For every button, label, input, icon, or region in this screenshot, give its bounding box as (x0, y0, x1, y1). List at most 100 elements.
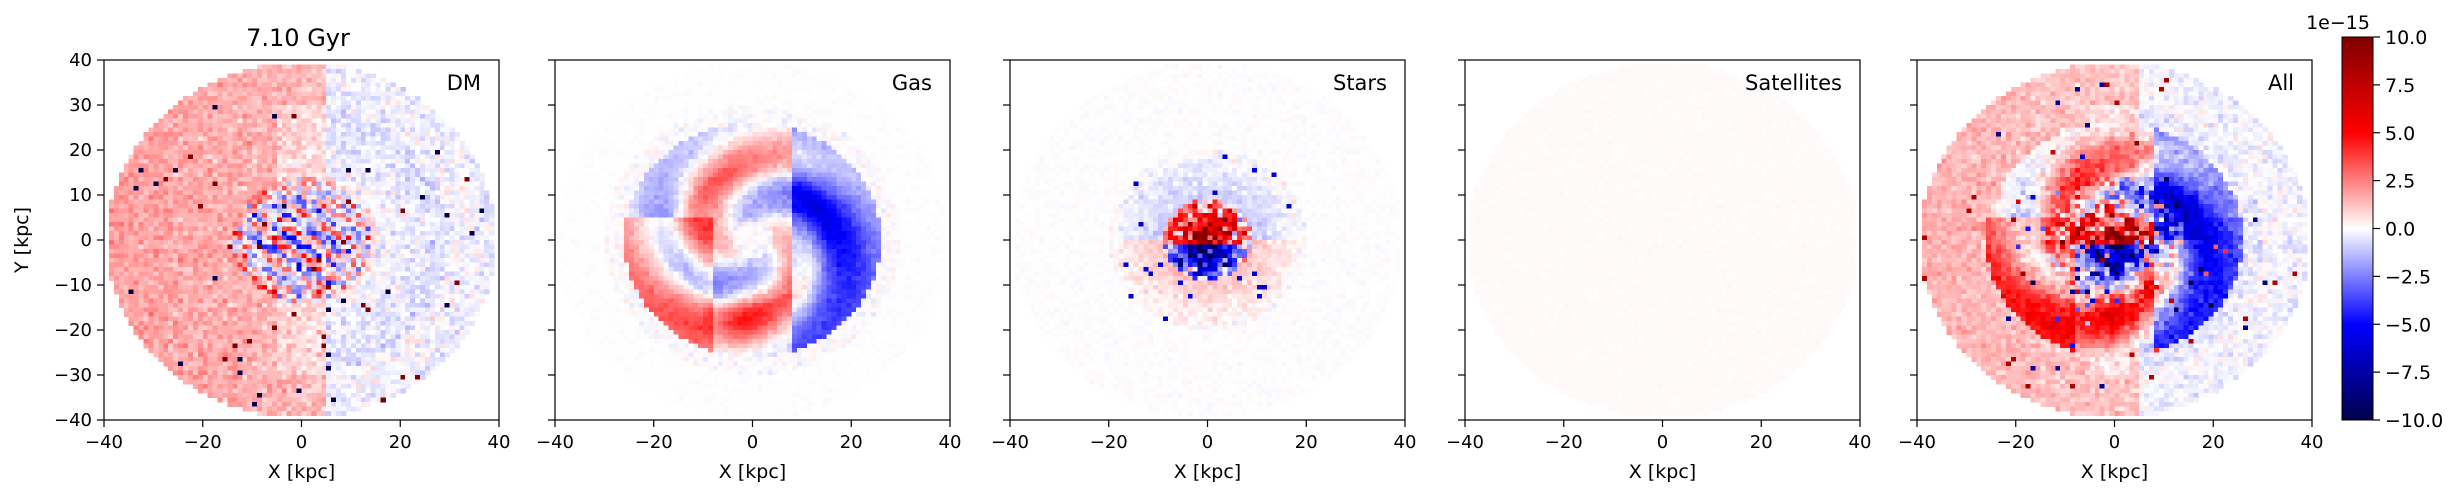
heatmap-cell (252, 173, 258, 178)
heatmap-cell (376, 303, 382, 308)
heatmap-cell (331, 155, 337, 160)
heatmap-cell (272, 353, 278, 358)
heatmap-cell (400, 182, 406, 187)
heatmap-cell (326, 83, 332, 88)
heatmap-cell (430, 209, 436, 214)
heatmap-cell (247, 380, 253, 385)
heatmap-cell (371, 348, 377, 353)
heatmap-cell (450, 299, 456, 304)
heatmap-cell (381, 236, 387, 241)
heatmap-cell (237, 101, 243, 106)
heatmap-cell (311, 227, 317, 232)
heatmap-cell (390, 146, 396, 151)
heatmap-cell (262, 402, 268, 407)
heatmap-cell (213, 254, 219, 259)
heatmap-cell (178, 339, 184, 344)
heatmap-cell (698, 74, 704, 79)
heatmap-cell (144, 335, 150, 340)
heatmap-cell (450, 290, 456, 295)
heatmap-cell (282, 263, 288, 268)
heatmap-cell (237, 380, 243, 385)
heatmap-cell (213, 285, 219, 290)
heatmap-cell (371, 87, 377, 92)
heatmap-cell (381, 267, 387, 272)
heatmap-cell (469, 200, 475, 205)
heatmap-cell (405, 155, 411, 160)
heatmap-cell (148, 339, 154, 344)
heatmap-cell (139, 263, 145, 268)
heatmap-cell (292, 146, 298, 151)
heatmap-cell (351, 191, 357, 196)
heatmap-cell (395, 204, 401, 209)
heatmap-cell (267, 213, 273, 218)
heatmap-cell (297, 308, 303, 313)
heatmap-cell (306, 335, 312, 340)
heatmap-cell (356, 357, 362, 362)
heatmap-cell (198, 366, 204, 371)
heatmap-cell (346, 218, 352, 223)
heatmap-cell (469, 321, 475, 326)
heatmap-cell (445, 353, 451, 358)
heatmap-cell (767, 69, 773, 74)
heatmap-cell (356, 240, 362, 245)
heatmap-cell (203, 213, 209, 218)
heatmap-cell (252, 245, 258, 250)
heatmap-cell (464, 231, 470, 236)
heatmap-cell (262, 335, 268, 340)
heatmap-cell (435, 204, 441, 209)
heatmap-cell (302, 371, 308, 376)
heatmap-cell (311, 272, 317, 277)
heatmap-cell (272, 204, 278, 209)
heatmap-cell (198, 231, 204, 236)
heatmap-cell (178, 344, 184, 349)
heatmap-cell (410, 330, 416, 335)
heatmap-cell (787, 69, 793, 74)
heatmap-cell (267, 312, 273, 317)
heatmap-cell (474, 164, 480, 169)
heatmap-cell (282, 339, 288, 344)
heatmap-cell (474, 200, 480, 205)
heatmap-cell (213, 182, 219, 187)
heatmap-cell (287, 132, 293, 137)
heatmap-cell (302, 119, 308, 124)
heatmap-cell (178, 150, 184, 155)
heatmap-cell (203, 128, 209, 133)
heatmap-cell (134, 294, 140, 299)
heatmap-cell (390, 87, 396, 92)
heatmap-cell (168, 186, 174, 191)
heatmap-cell (326, 123, 332, 128)
heatmap-cell (326, 74, 332, 79)
heatmap-cell (326, 398, 332, 403)
heatmap-cell (297, 303, 303, 308)
heatmap-cell (316, 164, 322, 169)
heatmap-cell (356, 330, 362, 335)
heatmap-cell (351, 317, 357, 322)
heatmap-cell (385, 177, 391, 182)
heatmap-cell (420, 173, 426, 178)
heatmap-cell (435, 137, 441, 142)
heatmap-cell (415, 114, 421, 119)
heatmap-cell (223, 177, 229, 182)
heatmap-cell (430, 227, 436, 232)
heatmap-cell (252, 290, 258, 295)
heatmap-cell (218, 87, 224, 92)
heatmap-cell (124, 285, 130, 290)
heatmap-cell (119, 258, 125, 263)
heatmap-cell (129, 290, 135, 295)
heatmap-cell (361, 96, 367, 101)
heatmap-cell (311, 101, 317, 106)
heatmap-cell (376, 371, 382, 376)
heatmap-cell (213, 146, 219, 151)
heatmap-cell (287, 69, 293, 74)
heatmap-cell (257, 326, 263, 331)
heatmap-cell (415, 312, 421, 317)
heatmap-cell (168, 335, 174, 340)
heatmap-cell (455, 236, 461, 241)
heatmap-cell (262, 177, 268, 182)
heatmap-cell (267, 173, 273, 178)
heatmap-cell (460, 240, 466, 245)
heatmap-cell (321, 155, 327, 160)
heatmap-cell (134, 272, 140, 277)
heatmap-cell (223, 276, 229, 281)
heatmap-cell (292, 281, 298, 286)
